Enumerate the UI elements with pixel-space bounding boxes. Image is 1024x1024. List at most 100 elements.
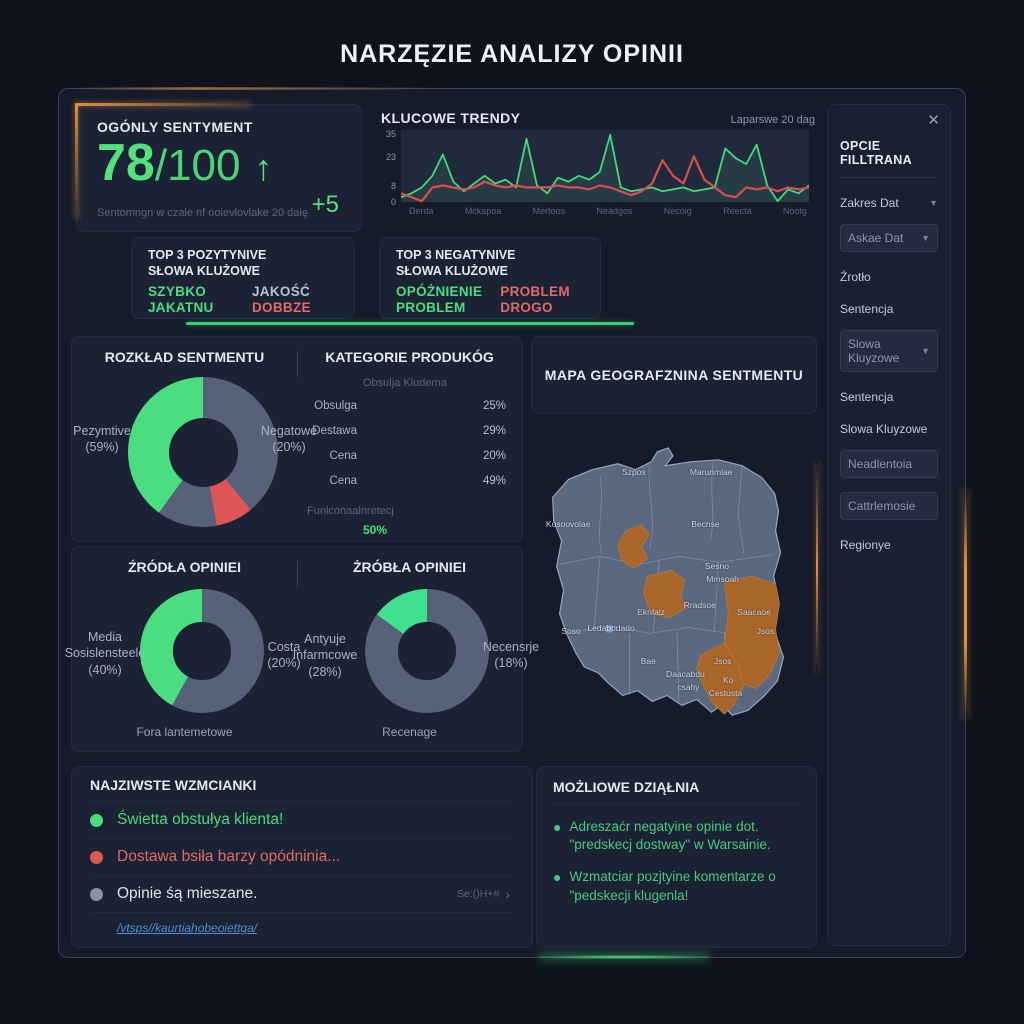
negative-keywords-title: TOP 3 NEGATYNIVE SŁOWA KLUŻOWE xyxy=(396,248,516,278)
mentions-title: NAJZIWSTE WZMCIANKI xyxy=(90,777,514,802)
bar-track xyxy=(363,474,477,487)
bar-label: Cena xyxy=(329,449,358,462)
action-text: Wzmatciar pozjtyine komentarze o "pedske… xyxy=(569,869,776,903)
sidebar-item-slowa-kluyzowe[interactable]: Slowa Kluyzowe xyxy=(840,422,938,436)
bar-row: Obsulga 25% xyxy=(307,399,517,412)
top-negative-keywords-card: TOP 3 NEGATYNIVE SŁOWA KLUŻOWE OPÓŻNIENI… xyxy=(379,237,601,319)
sidebar-item-sentencja[interactable]: Sentencja xyxy=(840,302,938,316)
keyword: PROBLEM xyxy=(500,284,570,300)
map-region-label: csahy xyxy=(677,681,700,692)
x-tick: Derda xyxy=(409,206,434,216)
mention-status-dot xyxy=(90,850,103,864)
mention-row: Świetta obstułya klienta! xyxy=(90,802,514,839)
close-icon[interactable]: ✕ xyxy=(927,112,940,129)
mention-row: Opinie śą mieszane. Se:()H+# › xyxy=(90,876,514,913)
categories-footer-value: 50% xyxy=(363,523,388,537)
map-title-card: MAPA GEOGRAFZNINA SENTMENTU xyxy=(531,336,817,414)
keyword: SZYBKO xyxy=(148,284,207,300)
map-region-label: Cestusta xyxy=(708,688,743,699)
sidebar-item-label: Slowa Kluyzowe xyxy=(840,422,928,436)
bar-value: 25% xyxy=(483,399,507,412)
sidebar-item-label: Sentencja xyxy=(840,390,894,404)
sources-right-label-c: Recenage xyxy=(382,725,437,739)
sidebar-item-slowa-kluyzowe[interactable]: Slowa Kluyzowe ▼ xyxy=(840,330,938,372)
map-region-label: Jsos xyxy=(756,626,775,637)
bar-row: Cena 49% xyxy=(307,474,517,487)
distribution-title: ROZKŁAD SENTMENTU xyxy=(104,349,265,365)
sidebar-item-sentencja[interactable]: Sentencja xyxy=(840,390,938,404)
sources-right-label-a: Antyuje Infarmcowe (28%) xyxy=(292,632,358,679)
mention-meta-text: Se:()H+# xyxy=(457,888,500,900)
sidebar-item-cattrlemosie[interactable]: Cattrlemosie xyxy=(840,492,938,520)
map-region-label: Eknfalz xyxy=(637,606,666,617)
map-region-label: Ledabodado xyxy=(587,623,635,634)
dashboard-panel: OGÓNLY SENTYMENT 78 /100 ↑ +5 Sentomngn … xyxy=(58,87,967,959)
vertical-divider-2 xyxy=(297,561,298,587)
negative-keywords-list: OPÓŻNIENIE PROBLEM PROBLEM DROGO xyxy=(396,284,584,315)
bar-value: 29% xyxy=(483,424,507,437)
orange-corner-accent-left xyxy=(75,103,78,219)
trends-x-axis: Derda Mckapoa Mertoos Neadgos Necoig Reecta No… xyxy=(409,206,807,216)
donut-label-negative: Negatowe (20%) xyxy=(260,424,318,455)
latest-mentions-card: NAJZIWSTE WZMCIANKI Świetta obstułya kli… xyxy=(71,766,533,948)
mention-link[interactable]: /vtsps//kaurtiahobeoiettga/ xyxy=(117,921,258,935)
keyword: DROGO xyxy=(500,300,553,316)
sidebar-item--rot-o[interactable]: Źrotło xyxy=(840,270,938,284)
sources-left-half: ŹRÓDŁA OPINIEI Media Sosislensteele (40%… xyxy=(65,547,301,751)
bullet-icon: ● xyxy=(553,819,562,835)
y-tick: 0 xyxy=(390,197,396,207)
map-region-label: Kosoovolae xyxy=(545,518,591,529)
map-region-label: Daacabdu xyxy=(666,668,705,679)
bar-label: Obsulga xyxy=(314,399,357,412)
map-region-label: Soso xyxy=(561,626,581,637)
bar-track xyxy=(363,424,477,437)
sentiment-score-max: /100 xyxy=(154,141,241,190)
map-region-label: Szpos xyxy=(622,466,646,477)
bar-value: 20% xyxy=(483,449,507,462)
bar-track xyxy=(363,449,477,462)
sidebar-item-label: Zakres Dat xyxy=(840,196,899,210)
map-region-label: Marunmlae xyxy=(689,466,733,477)
y-tick: 35 xyxy=(385,128,396,139)
sidebar-title: OPCIE FILLTRANA xyxy=(840,139,938,178)
top-positive-keywords-card: TOP 3 POZYTYNIVE SŁOWA KLUŻOWE SZYBKO JAK… xyxy=(131,237,355,319)
page-title: NARZĘZIE ANALIZY OPINII xyxy=(340,40,684,68)
chevron-right-icon[interactable]: › xyxy=(505,886,510,902)
mention-status-dot xyxy=(90,813,103,827)
sidebar-item-label: Regionye xyxy=(840,538,891,552)
sidebar-item-label: Cattrlemosie xyxy=(848,499,916,513)
actions-list: ● Adreszaćr negatyine opinie dot. "predsk… xyxy=(553,818,800,905)
x-tick: Mckapoa xyxy=(464,206,502,216)
sentiment-distribution-card: ROZKŁAD SENTMENTU Pezymtive (59%) Negatow… xyxy=(71,336,523,542)
x-tick: Reecta xyxy=(723,206,752,216)
poland-sentiment-map: Szpos Marunmlae Kosoovolae Becnse Sesno Mmsoa… xyxy=(531,426,817,752)
sources-left-title: ŹRÓDŁA OPINIEI xyxy=(127,559,242,575)
chevron-down-icon: ▼ xyxy=(921,233,930,243)
map-region-label: Sesno xyxy=(704,561,729,572)
sources-left-donut-chart xyxy=(140,589,264,713)
distribution-half: ROZKŁAD SENTMENTU Pezymtive (59%) Negatow… xyxy=(72,337,317,541)
vertical-divider xyxy=(297,351,298,377)
bar-row: Destawa 29% xyxy=(307,424,517,437)
map-region-label: Rradsoe xyxy=(683,600,716,611)
sentiment-subtitle: Sentomngn w czale nf ooievlovlake 20 dai… xyxy=(97,207,308,219)
map-region-label: Saacaoe xyxy=(737,606,771,617)
key-trends-card: KLUCOWE TRENDY Laparswe 20 dag 35 23 8 0 De… xyxy=(379,104,817,234)
map-region-label: Becnse xyxy=(691,518,720,529)
opinion-sources-card: ŹRÓDŁA OPINIEI Media Sosislensteele (40%… xyxy=(65,546,539,752)
sidebar-item-zakres-dat[interactable]: Zakres Dat ▼ xyxy=(840,196,938,210)
bar-track xyxy=(363,399,477,412)
keyword: PROBLEM xyxy=(396,300,466,316)
bar-label: Cena xyxy=(329,474,358,487)
sidebar-item-regionye[interactable]: Regionye xyxy=(840,538,938,552)
bar-label: Destawa xyxy=(312,424,357,437)
trend-up-arrow-icon: ↑ xyxy=(254,147,273,188)
sources-right-donut-chart xyxy=(365,589,489,713)
sentiment-title: OGÓNLY SENTYMENT xyxy=(97,119,253,135)
sidebar-item-askae-dat[interactable]: Askae Dat ▼ xyxy=(840,224,938,252)
sources-left-label-a: Media Sosislensteele (40%) xyxy=(64,630,146,677)
sidebar-item-neadlentoia[interactable]: Neadlentoia xyxy=(840,450,938,478)
categories-half: KATEGORIE PRODUKÓG Obsulja Kludema Obsul… xyxy=(297,337,522,541)
mention-meta[interactable]: Se:()H+# › xyxy=(457,886,510,902)
donut-label-positive: Pezymtive (59%) xyxy=(73,424,131,455)
